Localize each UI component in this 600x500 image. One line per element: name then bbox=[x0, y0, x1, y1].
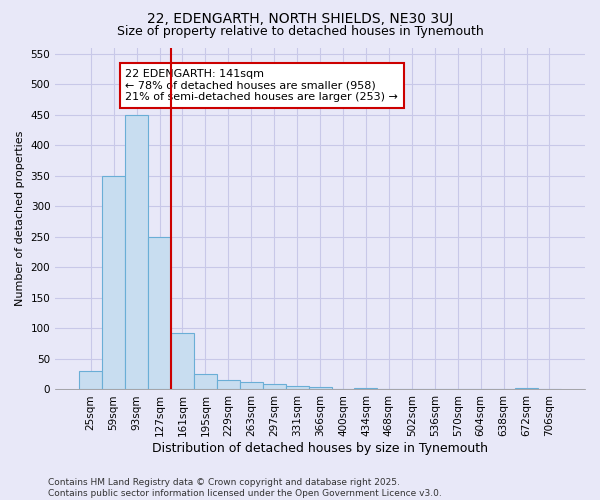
Text: Size of property relative to detached houses in Tynemouth: Size of property relative to detached ho… bbox=[116, 25, 484, 38]
Bar bbox=[355, 388, 377, 390]
X-axis label: Distribution of detached houses by size in Tynemouth: Distribution of detached houses by size … bbox=[152, 442, 488, 455]
Bar bbox=[217, 380, 240, 390]
Bar bbox=[194, 374, 217, 390]
Bar bbox=[148, 237, 171, 390]
Bar bbox=[240, 382, 263, 390]
Text: 22 EDENGARTH: 141sqm
← 78% of detached houses are smaller (958)
21% of semi-deta: 22 EDENGARTH: 141sqm ← 78% of detached h… bbox=[125, 69, 398, 102]
Bar bbox=[125, 114, 148, 390]
Bar bbox=[286, 386, 308, 390]
Bar bbox=[263, 384, 286, 390]
Bar bbox=[102, 176, 125, 390]
Bar bbox=[79, 371, 102, 390]
Bar bbox=[171, 332, 194, 390]
Text: 22, EDENGARTH, NORTH SHIELDS, NE30 3UJ: 22, EDENGARTH, NORTH SHIELDS, NE30 3UJ bbox=[147, 12, 453, 26]
Bar bbox=[515, 388, 538, 390]
Bar bbox=[308, 387, 332, 390]
Text: Contains HM Land Registry data © Crown copyright and database right 2025.
Contai: Contains HM Land Registry data © Crown c… bbox=[48, 478, 442, 498]
Y-axis label: Number of detached properties: Number of detached properties bbox=[15, 131, 25, 306]
